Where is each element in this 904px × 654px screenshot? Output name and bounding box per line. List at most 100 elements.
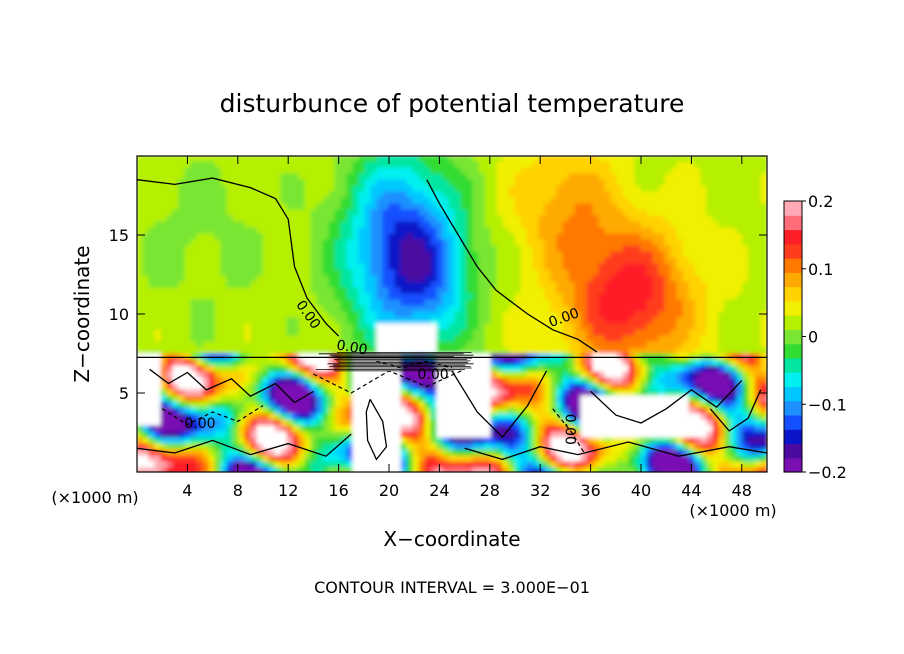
field-cell (520, 419, 528, 427)
field-cell (268, 179, 276, 187)
field-cell (244, 293, 252, 301)
field-cell (652, 329, 660, 337)
field-cell (322, 156, 330, 163)
field-cell (190, 299, 198, 307)
field-cell (328, 275, 336, 283)
field-cell (586, 263, 594, 271)
field-cell (484, 395, 492, 403)
field-cell (370, 221, 378, 229)
field-cell (286, 173, 294, 181)
field-cell (166, 203, 174, 211)
field-cell (598, 269, 606, 277)
field-cell (292, 173, 300, 181)
field-cell (448, 317, 456, 325)
field-cell (304, 413, 312, 421)
field-cell (514, 239, 522, 247)
field-cell (736, 431, 744, 439)
field-cell (400, 161, 408, 169)
field-cell (754, 335, 762, 343)
field-cell (310, 239, 318, 247)
field-cell (142, 257, 150, 265)
field-cell (370, 281, 378, 289)
field-cell (658, 239, 666, 247)
field-cell (640, 227, 648, 235)
field-cell (148, 413, 156, 421)
field-cell (754, 215, 762, 223)
field-cell (328, 245, 336, 253)
field-cell (742, 293, 750, 301)
field-cell (346, 239, 354, 247)
field-cell (382, 245, 390, 253)
field-cell (322, 191, 330, 199)
field-cell (214, 197, 222, 205)
field-cell (316, 419, 324, 427)
field-cell (718, 257, 726, 265)
field-cell (364, 215, 372, 223)
field-cell (622, 173, 630, 181)
field-cell (358, 197, 366, 205)
field-cell (268, 419, 276, 427)
field-cell (682, 227, 690, 235)
field-cell (388, 335, 396, 343)
field-cell (466, 371, 474, 379)
field-cell (484, 233, 492, 241)
field-cell (316, 209, 324, 217)
field-cell (586, 269, 594, 277)
field-cell (544, 419, 552, 427)
field-cell (310, 221, 318, 229)
field-cell (292, 221, 300, 229)
field-cell (436, 281, 444, 289)
field-cell (730, 281, 738, 289)
field-cell (226, 377, 234, 385)
field-cell (160, 377, 168, 385)
field-cell (718, 173, 726, 181)
field-cell (544, 173, 552, 181)
field-cell (556, 287, 564, 295)
field-cell (160, 287, 168, 295)
field-cell (544, 221, 552, 229)
field-cell (448, 251, 456, 259)
field-cell (742, 191, 750, 199)
field-cell (490, 257, 498, 265)
field-cell (568, 431, 576, 439)
field-cell (466, 233, 474, 241)
field-cell (724, 305, 732, 313)
field-cell (262, 311, 270, 319)
field-cell (364, 395, 372, 403)
field-cell (196, 191, 204, 199)
field-cell (196, 179, 204, 187)
field-cell (706, 401, 714, 409)
field-cell (298, 251, 306, 259)
field-cell (400, 293, 408, 301)
field-cell (460, 161, 468, 169)
field-cell (472, 437, 480, 445)
field-cell (226, 341, 234, 349)
field-cell (514, 365, 522, 373)
field-cell (538, 239, 546, 247)
field-cell (616, 203, 624, 211)
field-cell (238, 275, 246, 283)
field-cell (346, 161, 354, 169)
field-cell (598, 341, 606, 349)
field-cell (730, 251, 738, 259)
field-cell (610, 203, 618, 211)
field-cell (412, 173, 420, 181)
field-cell (280, 239, 288, 247)
field-cell (742, 209, 750, 217)
field-cell (190, 377, 198, 385)
field-cell (508, 221, 516, 229)
field-cell (514, 257, 522, 265)
field-cell (454, 287, 462, 295)
field-cell (640, 179, 648, 187)
field-cell (244, 335, 252, 343)
field-cell (208, 257, 216, 265)
field-cell (352, 251, 360, 259)
field-cell (472, 203, 480, 211)
field-cell (382, 371, 390, 379)
field-cell (340, 167, 348, 175)
field-cell (190, 323, 198, 331)
field-cell (568, 425, 576, 433)
field-cell (484, 185, 492, 193)
field-cell (526, 317, 534, 325)
field-cell (280, 431, 288, 439)
